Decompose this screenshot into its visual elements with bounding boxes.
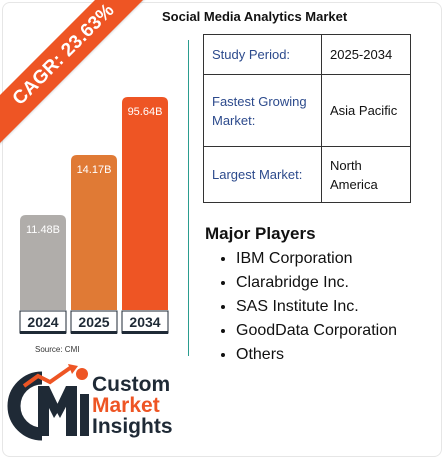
list-item: Clarabridge Inc. <box>236 271 436 295</box>
tick-label: 2034 <box>129 314 160 330</box>
table-key: Largest Market: <box>203 146 322 203</box>
logo-wordmark: Custom Market Insights <box>92 374 173 437</box>
logo-line-1: Custom <box>92 373 171 396</box>
logo-line-2: Market <box>92 394 160 417</box>
source-note: Source: CMI <box>35 345 80 354</box>
data-label: 14.17B <box>77 164 112 176</box>
cmi-logo-icon <box>7 364 89 441</box>
table-value: North America <box>321 146 411 203</box>
tick-label: 2024 <box>27 314 58 330</box>
players-list: IBM Corporation Clarabridge Inc. SAS Ins… <box>214 247 436 367</box>
list-item: SAS Institute Inc. <box>236 295 436 319</box>
table-key: Study Period: <box>203 34 322 75</box>
data-label: 11.48B <box>26 224 60 236</box>
logo-line-3: Insights <box>92 415 173 438</box>
table-key: Fastest Growing Market: <box>203 74 322 147</box>
tick-label: 2025 <box>78 314 109 330</box>
divider-line <box>188 40 189 356</box>
list-item: GoodData Corporation <box>236 319 436 343</box>
company-logo: Custom Market Insights <box>2 364 192 444</box>
category-underline <box>71 331 117 334</box>
players-heading: Major Players <box>205 224 316 243</box>
bar-2024 <box>20 215 66 310</box>
table-row: Study Period: 2025-2034 <box>203 34 411 75</box>
data-label: 95.64B <box>128 106 163 118</box>
bar-2034 <box>122 97 168 310</box>
chart-title: Social Media Analytics Market <box>162 9 348 24</box>
bar-chart: 11.48B 2024 14.17B 2025 95.64B 2034 <box>19 97 169 334</box>
list-item: IBM Corporation <box>236 247 436 271</box>
bar-2025 <box>71 155 117 310</box>
list-item: Others <box>236 343 436 367</box>
category-underline <box>20 331 66 334</box>
info-table: Study Period: 2025-2034 Fastest Growing … <box>203 34 411 203</box>
table-value: 2025-2034 <box>321 34 411 75</box>
table-row: Largest Market: North America <box>203 146 411 203</box>
category-underline <box>122 331 168 334</box>
table-value: Asia Pacific <box>321 74 411 147</box>
table-row: Fastest Growing Market: Asia Pacific <box>203 74 411 147</box>
